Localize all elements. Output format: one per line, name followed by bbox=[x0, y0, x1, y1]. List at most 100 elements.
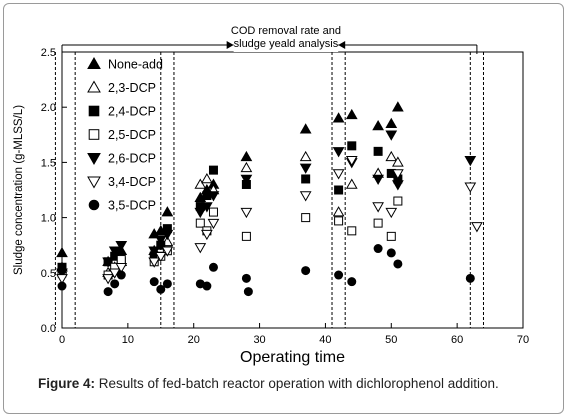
caption-label: Figure 4: bbox=[38, 376, 96, 391]
point-3-4-dcp bbox=[299, 191, 312, 202]
point-2-3-dcp bbox=[332, 206, 345, 217]
point-2-6-dcp bbox=[201, 202, 213, 213]
y-tick-label: 0.5 bbox=[41, 268, 56, 280]
point-3-5-dcp bbox=[116, 270, 126, 280]
point-none-add bbox=[56, 246, 68, 258]
point-3-5-dcp bbox=[202, 281, 212, 291]
point-3-5-dcp bbox=[334, 270, 344, 280]
point-none-add bbox=[161, 206, 174, 217]
x-tick-label: 60 bbox=[451, 334, 463, 346]
point-3-4-dcp bbox=[464, 182, 477, 193]
point-2-6-dcp bbox=[385, 130, 398, 141]
point-2-5-dcp bbox=[373, 218, 383, 228]
point-none-add bbox=[372, 119, 384, 131]
point-2-5-dcp bbox=[334, 216, 344, 226]
point-2-6-dcp bbox=[115, 240, 128, 252]
point-3-4-dcp bbox=[161, 246, 174, 257]
annotation-text-line2: sludge yeald analysis bbox=[234, 38, 339, 50]
x-tick-label: 10 bbox=[122, 334, 134, 346]
point-3-5-dcp bbox=[243, 287, 253, 297]
point-2-3-dcp bbox=[299, 150, 312, 162]
point-2-6-dcp bbox=[148, 246, 161, 257]
point-3-4-dcp bbox=[240, 207, 253, 219]
point-3-4-dcp bbox=[201, 229, 213, 241]
legend-marker-2-3-dcp bbox=[87, 80, 101, 93]
point-2-3-dcp bbox=[345, 178, 358, 189]
point-3-5-dcp bbox=[347, 277, 357, 287]
annotation-bg bbox=[233, 22, 339, 52]
point-3-5-dcp bbox=[241, 273, 251, 283]
legend-marker-3-4-dcp bbox=[87, 176, 101, 189]
point-3-4-dcp bbox=[392, 169, 404, 180]
point-2-6-dcp bbox=[240, 174, 253, 185]
point-3-4-dcp bbox=[148, 257, 161, 268]
point-3-4-dcp bbox=[207, 218, 220, 230]
point-3-4-dcp bbox=[102, 274, 114, 285]
figure-caption: Figure 4: Results of fed-batch reactor o… bbox=[38, 376, 499, 391]
point-2-5-dcp bbox=[393, 196, 403, 206]
point-2-3-dcp bbox=[392, 156, 404, 167]
legend-marker-2-4-dcp bbox=[88, 105, 100, 117]
x-tick-label: 0 bbox=[59, 334, 65, 346]
point-2-6-dcp bbox=[332, 147, 345, 158]
point-3-4-dcp bbox=[115, 263, 128, 274]
point-2-5-dcp bbox=[241, 231, 251, 241]
point-3-4-dcp bbox=[372, 202, 384, 213]
legend-label-3-4-dcp: 3,4-DCP bbox=[108, 175, 156, 189]
point-2-3-dcp bbox=[194, 178, 207, 189]
legend-marker-2-5-dcp bbox=[88, 129, 100, 140]
legend-label-2-4-dcp: 2,4-DCP bbox=[108, 105, 156, 119]
point-2-6-dcp bbox=[372, 174, 384, 185]
x-axis-label: Operating time bbox=[240, 349, 345, 366]
y-tick-label: 2.5 bbox=[41, 47, 56, 59]
point-3-5-dcp bbox=[373, 244, 383, 254]
point-none-add bbox=[385, 117, 398, 129]
point-none-add bbox=[299, 123, 312, 134]
x-tick-label: 30 bbox=[253, 334, 265, 346]
point-3-5-dcp bbox=[156, 284, 166, 294]
legend-label-2-3-dcp: 2,3-DCP bbox=[108, 81, 156, 95]
legend-marker-3-5-dcp bbox=[88, 199, 100, 211]
legend-label-2-6-dcp: 2,6-DCP bbox=[108, 152, 156, 166]
point-3-5-dcp bbox=[149, 277, 159, 287]
annotation-arrow-right bbox=[226, 41, 234, 49]
point-3-5-dcp bbox=[465, 273, 475, 283]
y-tick-label: 1.0 bbox=[41, 213, 56, 225]
chart: 0.0 0.5 1.0 1.5 2.0 2.5 0 10 20 30 40 50 60 70 Operati… bbox=[13, 22, 530, 366]
point-3-5-dcp bbox=[208, 262, 218, 272]
legend-label-3-5-dcp: 3,5-DCP bbox=[108, 199, 156, 213]
point-none-add bbox=[332, 112, 345, 123]
caption-text: Results of fed-batch reactor operation w… bbox=[95, 376, 499, 391]
point-3-5-dcp bbox=[393, 259, 403, 269]
point-2-6-dcp bbox=[108, 246, 121, 257]
x-tick-label: 20 bbox=[188, 334, 200, 346]
y-tick-label: 0.0 bbox=[41, 323, 56, 335]
point-3-5-dcp bbox=[57, 281, 67, 291]
point-2-6-dcp bbox=[154, 235, 167, 246]
point-2-6-dcp bbox=[392, 180, 404, 191]
point-3-4-dcp bbox=[471, 222, 483, 233]
y-tick-label: 1.5 bbox=[41, 157, 56, 169]
point-2-4-dcp bbox=[347, 141, 357, 151]
point-2-5-dcp bbox=[386, 231, 396, 241]
point-2-6-dcp bbox=[464, 155, 477, 167]
point-3-5-dcp bbox=[103, 287, 113, 297]
point-3-5-dcp bbox=[110, 279, 120, 289]
point-none-add bbox=[392, 101, 404, 112]
legend-marker-2-6-dcp bbox=[87, 153, 101, 166]
point-2-4-dcp bbox=[301, 174, 311, 184]
point-none-add bbox=[240, 150, 253, 162]
x-tick-label: 40 bbox=[319, 334, 331, 346]
point-3-4-dcp bbox=[194, 243, 207, 254]
point-2-3-dcp bbox=[240, 161, 253, 173]
point-2-6-dcp bbox=[161, 229, 174, 241]
point-3-4-dcp bbox=[345, 155, 358, 167]
x-tick-label: 50 bbox=[385, 334, 397, 346]
point-3-5-dcp bbox=[301, 266, 311, 276]
point-none-add bbox=[345, 108, 358, 120]
point-2-6-dcp bbox=[102, 257, 114, 268]
point-3-4-dcp bbox=[154, 251, 167, 263]
point-2-3-dcp bbox=[201, 172, 213, 184]
point-2-4-dcp bbox=[208, 165, 218, 175]
y-axis-label: Sludge concentration (g-MLSS/L) bbox=[13, 105, 25, 275]
